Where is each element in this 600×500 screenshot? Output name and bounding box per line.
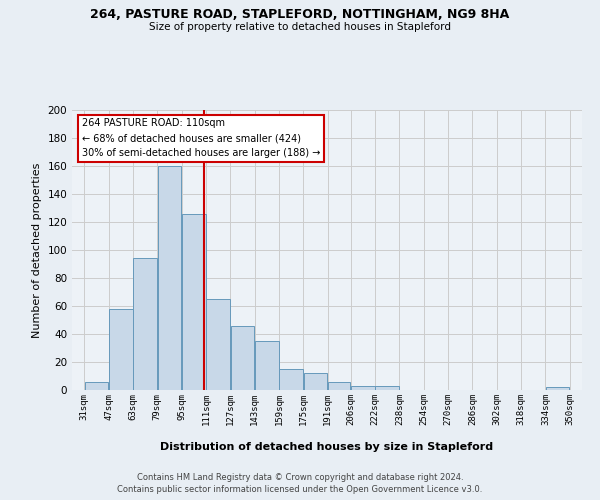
Text: 264, PASTURE ROAD, STAPLEFORD, NOTTINGHAM, NG9 8HA: 264, PASTURE ROAD, STAPLEFORD, NOTTINGHA… (91, 8, 509, 20)
Bar (280, 369, 303, 390)
Text: 264 PASTURE ROAD: 110sqm
← 68% of detached houses are smaller (424)
30% of semi-: 264 PASTURE ROAD: 110sqm ← 68% of detach… (82, 118, 320, 158)
Bar (206, 299, 230, 390)
Text: Contains HM Land Registry data © Crown copyright and database right 2024.: Contains HM Land Registry data © Crown c… (137, 472, 463, 482)
Bar (231, 326, 254, 390)
Bar (328, 382, 350, 390)
Bar (546, 387, 569, 390)
Bar (376, 386, 399, 390)
Bar (133, 258, 157, 390)
Bar (351, 386, 374, 390)
Bar (85, 382, 108, 390)
Bar (182, 214, 206, 390)
Text: Size of property relative to detached houses in Stapleford: Size of property relative to detached ho… (149, 22, 451, 32)
Bar (158, 166, 181, 390)
Text: Distribution of detached houses by size in Stapleford: Distribution of detached houses by size … (160, 442, 494, 452)
Y-axis label: Number of detached properties: Number of detached properties (32, 162, 42, 338)
Bar (255, 341, 278, 390)
Text: Contains public sector information licensed under the Open Government Licence v3: Contains public sector information licen… (118, 485, 482, 494)
Bar (109, 309, 133, 390)
Bar (304, 373, 328, 390)
